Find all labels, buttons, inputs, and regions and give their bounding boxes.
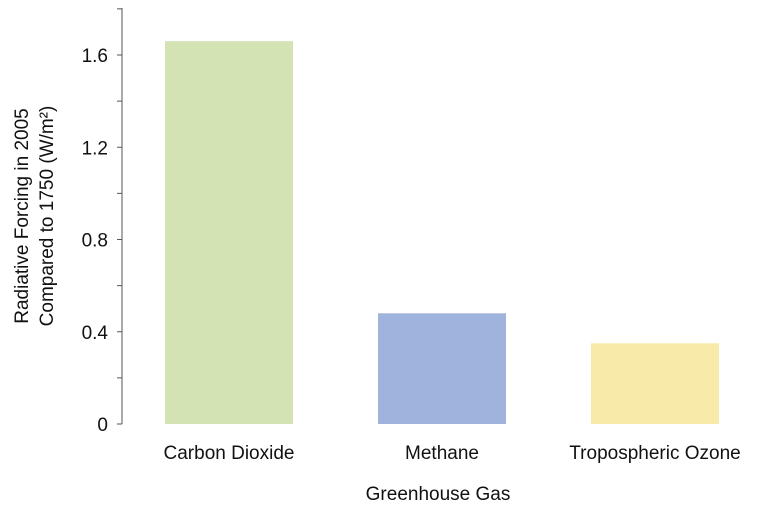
y-axis-title-line-1: Radiative Forcing in 2005	[12, 108, 33, 323]
bar-tropospheric-ozone	[591, 343, 719, 424]
y-tick-label: 1.6	[82, 46, 108, 67]
x-tick-label: Methane	[405, 443, 479, 464]
bar-carbon-dioxide	[165, 41, 293, 424]
y-tick-label: 0	[97, 415, 108, 436]
y-axis-title-line-2: Compared to 1750 (W/m²)	[37, 106, 58, 327]
y-axis-ticks: 0 0.4 0.8 1.2 1.6	[82, 8, 122, 436]
x-tick-label: Tropospheric Ozone	[569, 443, 740, 464]
x-axis-tick-labels: Carbon Dioxide Methane Tropospheric Ozone	[164, 443, 741, 464]
y-tick-label: 0.4	[82, 323, 109, 344]
bars	[165, 41, 719, 424]
bar-methane	[378, 313, 506, 424]
y-tick-label: 1.2	[82, 138, 108, 159]
y-axis-title: Radiative Forcing in 2005 Compared to 17…	[12, 106, 58, 327]
x-tick-label: Carbon Dioxide	[164, 443, 295, 464]
x-axis-title: Greenhouse Gas	[366, 484, 511, 505]
y-tick-label: 0.8	[82, 231, 108, 252]
